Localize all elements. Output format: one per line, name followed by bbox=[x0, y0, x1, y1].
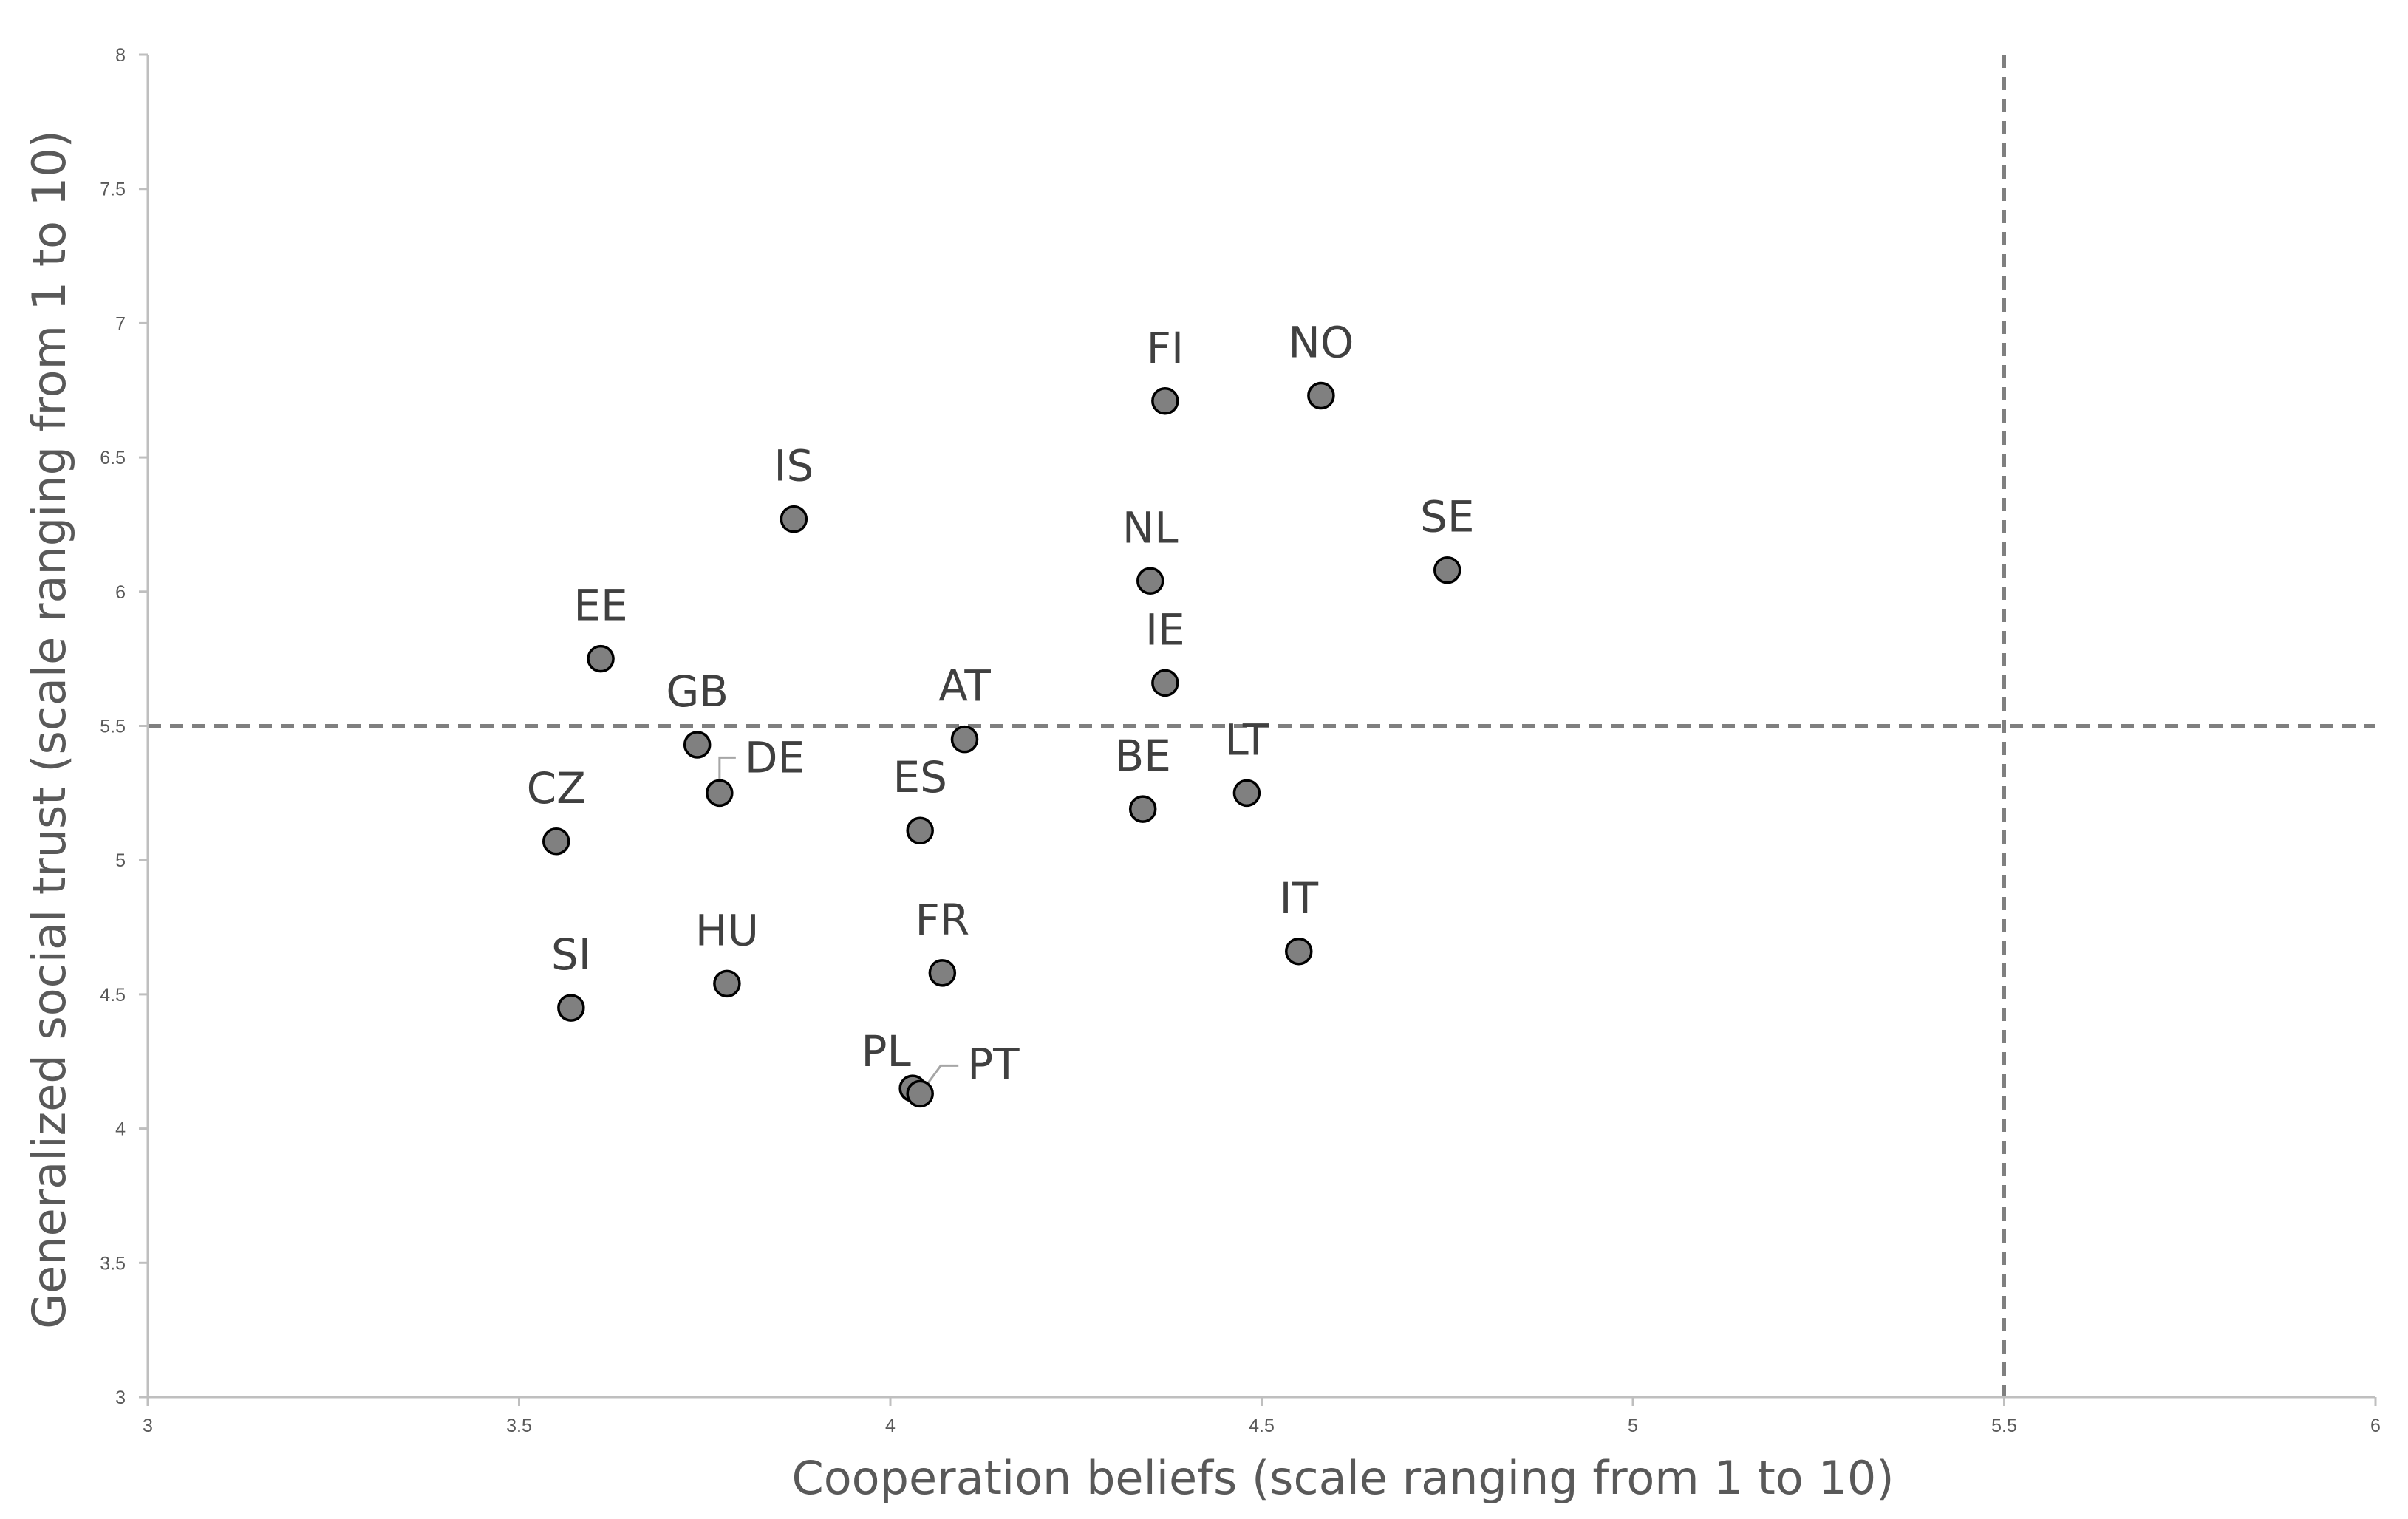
point-labels: FI NO IS NL SE EE IE GB AT DE LT BE ES CZ IT FR HU SI PL PT bbox=[527, 318, 1475, 1090]
x-tick-label: 6 bbox=[2370, 1416, 2381, 1436]
x-axis-ticks: 3 3.5 4 4.5 5 5.5 6 bbox=[143, 1397, 2381, 1436]
y-tick-label: 7 bbox=[115, 313, 126, 334]
x-tick-label: 5 bbox=[1628, 1416, 1638, 1436]
y-tick-label: 6 bbox=[115, 582, 126, 603]
point-label-gb: GB bbox=[666, 666, 729, 717]
point-label-se: SE bbox=[1420, 492, 1474, 542]
point-be bbox=[1128, 795, 1157, 823]
point-label-si: SI bbox=[551, 929, 591, 980]
point-label-be: BE bbox=[1114, 731, 1170, 781]
y-tick-label: 5.5 bbox=[100, 717, 126, 737]
x-axis-title: Cooperation beliefs (scale ranging from … bbox=[791, 1451, 1894, 1505]
point-label-at: AT bbox=[938, 661, 991, 711]
leader-line-pt bbox=[923, 1064, 959, 1089]
point-label-no: NO bbox=[1288, 318, 1354, 368]
point-fr bbox=[928, 959, 957, 987]
point-label-fr: FR bbox=[915, 895, 970, 945]
x-tick-label: 4 bbox=[885, 1416, 896, 1436]
point-pt bbox=[906, 1079, 934, 1108]
y-axis-ticks: 3 3.5 4 4.5 5 5.5 6 6.5 7 7.5 8 bbox=[100, 45, 148, 1408]
y-axis-title: Generalized social trust (scale ranging … bbox=[22, 130, 76, 1329]
y-tick-label: 4 bbox=[115, 1119, 126, 1140]
data-points bbox=[542, 381, 1461, 1108]
point-nl bbox=[1136, 567, 1164, 595]
x-tick-label: 5.5 bbox=[1991, 1416, 2017, 1436]
point-label-hu: HU bbox=[695, 905, 759, 955]
y-tick-label: 6.5 bbox=[100, 448, 126, 468]
point-label-de: DE bbox=[745, 732, 805, 782]
y-tick-label: 8 bbox=[115, 45, 126, 66]
leader-line-de bbox=[718, 756, 736, 780]
reference-lines bbox=[148, 55, 2375, 1397]
point-label-ee: EE bbox=[573, 581, 627, 631]
point-ee bbox=[587, 644, 615, 673]
point-label-it: IT bbox=[1279, 873, 1318, 924]
point-label-fi: FI bbox=[1147, 323, 1184, 373]
point-si bbox=[557, 994, 585, 1022]
point-label-is: IS bbox=[774, 441, 814, 491]
point-label-nl: NL bbox=[1122, 502, 1179, 553]
y-tick-label: 7.5 bbox=[100, 180, 126, 200]
label-leader-lines bbox=[718, 756, 959, 1089]
point-is bbox=[780, 505, 808, 533]
point-label-pl: PL bbox=[862, 1026, 911, 1076]
point-label-ie: IE bbox=[1145, 604, 1185, 655]
point-lt bbox=[1232, 779, 1261, 808]
y-tick-label: 3 bbox=[115, 1387, 126, 1408]
point-label-cz: CZ bbox=[527, 763, 586, 813]
point-cz bbox=[542, 827, 570, 856]
x-tick-label: 3 bbox=[143, 1416, 153, 1436]
point-at bbox=[950, 725, 979, 754]
point-es bbox=[906, 816, 934, 844]
point-fi bbox=[1151, 387, 1179, 415]
y-tick-label: 3.5 bbox=[100, 1253, 126, 1274]
x-tick-label: 4.5 bbox=[1249, 1416, 1275, 1436]
point-gb bbox=[683, 731, 712, 759]
point-label-lt: LT bbox=[1225, 714, 1269, 765]
point-label-es: ES bbox=[893, 752, 947, 802]
point-label-pt: PT bbox=[967, 1039, 1020, 1089]
point-ie bbox=[1151, 669, 1179, 697]
point-de bbox=[706, 779, 734, 808]
y-tick-label: 5 bbox=[115, 850, 126, 871]
x-tick-label: 3.5 bbox=[506, 1416, 532, 1436]
point-se bbox=[1433, 556, 1461, 584]
y-tick-label: 4.5 bbox=[100, 985, 126, 1006]
point-no bbox=[1307, 381, 1335, 410]
point-it bbox=[1285, 938, 1313, 966]
point-hu bbox=[713, 969, 741, 998]
